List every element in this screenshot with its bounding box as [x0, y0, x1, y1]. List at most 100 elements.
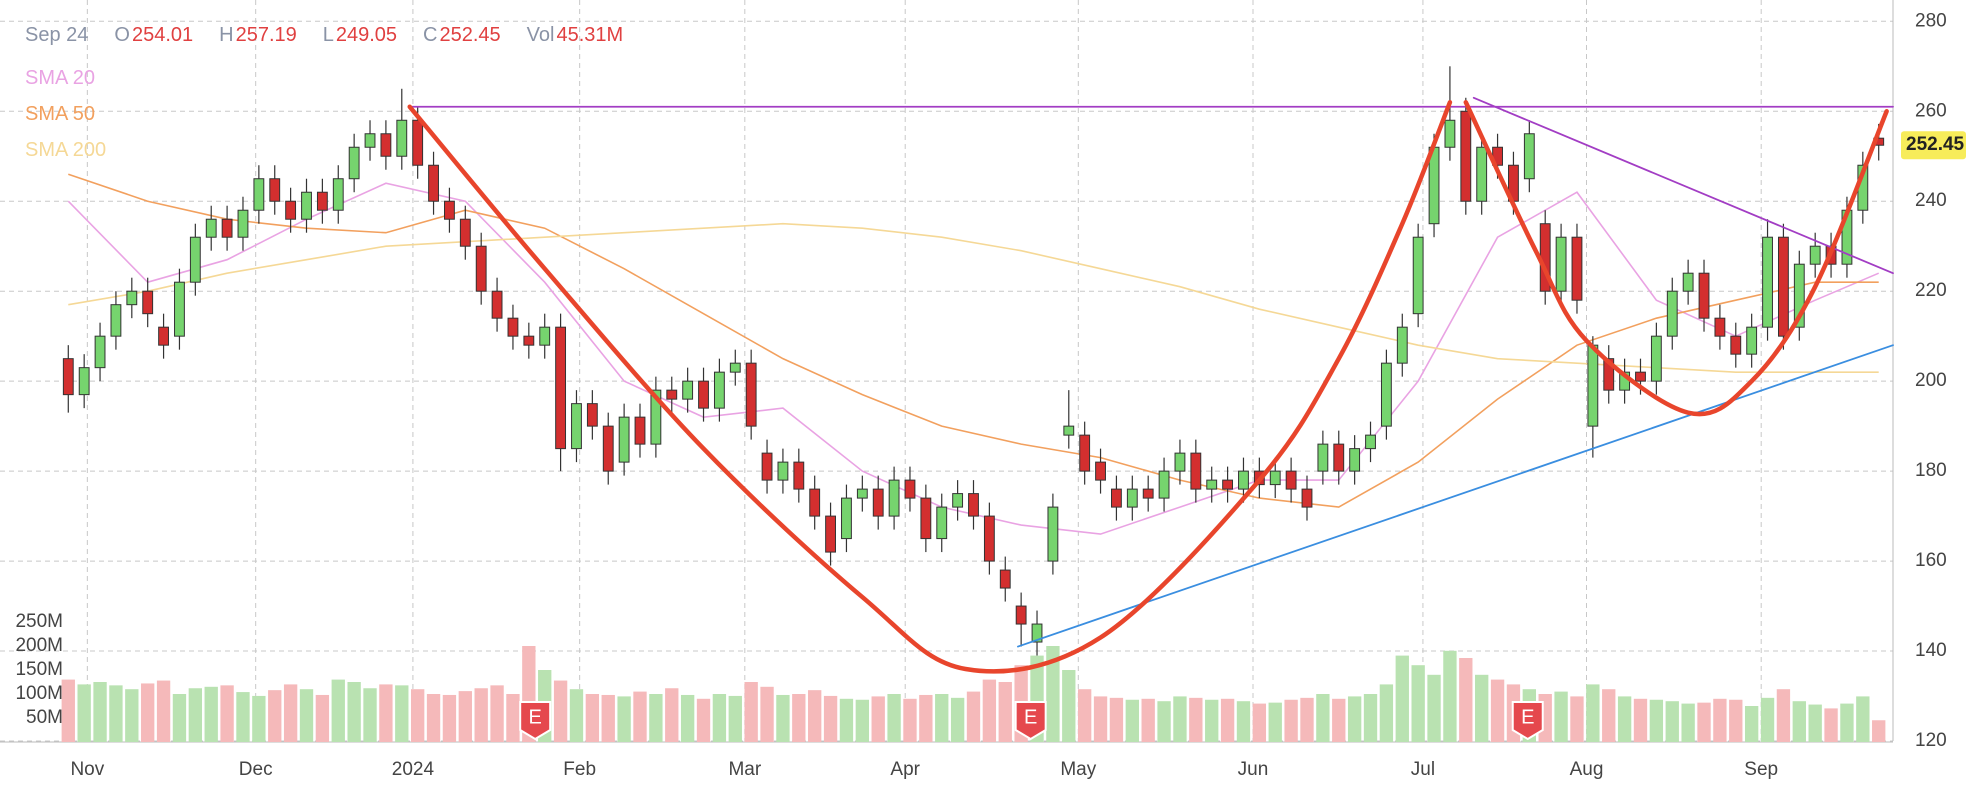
- candle-body: [237, 209, 249, 238]
- candle-body: [1698, 272, 1710, 319]
- ohlc-header: Sep 24 O 254.01 H 257.19 L 249.05 C 252.45 Vol 45…: [25, 24, 623, 47]
- volume-bar: [315, 694, 330, 742]
- trend-drawing: [1472, 96, 1894, 275]
- volume-bar: [426, 694, 441, 742]
- y-tick-label: 260: [1915, 100, 1947, 121]
- candle-body: [62, 358, 74, 396]
- volume-bar: [982, 679, 997, 742]
- y-tick-label: 220: [1915, 280, 1947, 301]
- volume-bar: [935, 694, 949, 742]
- candle-body: [1365, 434, 1376, 450]
- sma-line: [68, 173, 1879, 508]
- legend-entry: SMA 200: [25, 139, 107, 161]
- volume-tick-label: 250M: [15, 611, 63, 632]
- candle-body: [555, 326, 567, 450]
- candle-body: [666, 389, 678, 400]
- candle-body: [1285, 470, 1297, 490]
- volume-bar: [363, 688, 377, 742]
- volume-bar: [1776, 689, 1791, 742]
- volume-bar: [252, 695, 266, 742]
- candle-body: [158, 326, 169, 346]
- volume-bar: [1157, 701, 1171, 742]
- volume-bar: [156, 680, 171, 742]
- candle-body: [301, 191, 312, 220]
- volume-bar: [776, 694, 790, 742]
- candle-body: [1746, 326, 1758, 355]
- candle-body: [682, 380, 694, 400]
- candle-body: [1333, 443, 1345, 472]
- candle-body: [1460, 110, 1472, 202]
- volume-bar: [490, 685, 504, 742]
- volume-bar: [1681, 703, 1695, 742]
- candle-body: [539, 326, 551, 346]
- volume-bar: [887, 694, 901, 742]
- volume-bar: [1824, 708, 1838, 742]
- volume-bar: [1316, 694, 1330, 742]
- candle-body: [1777, 236, 1789, 337]
- candle-body: [1650, 335, 1662, 382]
- volume-bar: [966, 691, 981, 742]
- volume-bar: [1141, 698, 1155, 742]
- candle-body: [1222, 479, 1234, 490]
- last-price-tag: [1901, 131, 1966, 160]
- volume-bar: [617, 696, 631, 742]
- volume-bar: [1697, 702, 1711, 742]
- volume-bar: [1792, 701, 1806, 742]
- volume-bar: [506, 694, 520, 742]
- candle-body: [983, 515, 995, 562]
- candle-body: [428, 164, 439, 202]
- volume-bar: [649, 694, 663, 742]
- y-tick-label: 180: [1915, 460, 1947, 481]
- volume-bar: [1602, 689, 1616, 742]
- volume-bar: [474, 688, 488, 742]
- volume-bar: [1332, 698, 1346, 742]
- candle-body: [999, 569, 1011, 589]
- candle-body: [745, 362, 757, 427]
- candle-body: [1444, 119, 1456, 148]
- volume-bar: [1189, 697, 1203, 742]
- candle-body: [174, 281, 185, 337]
- candle-body: [1793, 263, 1805, 328]
- trend-drawing: [407, 100, 1453, 674]
- volume-bar: [442, 694, 457, 742]
- candle-body: [1031, 623, 1043, 643]
- candle-body: [1396, 326, 1408, 364]
- x-tick-label: Dec: [239, 759, 273, 780]
- candle-body: [189, 236, 201, 283]
- volume-bar: [1475, 674, 1489, 742]
- candle-body: [380, 133, 392, 157]
- volume-bar: [188, 688, 203, 742]
- candle-body: [952, 493, 964, 508]
- volume-bar: [1046, 646, 1060, 742]
- y-tick-label: 280: [1915, 10, 1947, 31]
- volume-bar: [1729, 699, 1743, 742]
- volume-bar: [379, 684, 393, 742]
- legend-entry: SMA 50: [25, 103, 96, 125]
- volume-bar: [1490, 679, 1505, 742]
- volume-bar: [585, 694, 600, 742]
- candle-body: [1301, 488, 1313, 508]
- volume-bar: [172, 694, 187, 742]
- candle-body: [1190, 452, 1202, 490]
- y-tick-label: 140: [1915, 640, 1947, 661]
- header-value: 249.05: [335, 24, 398, 46]
- candle-body: [841, 497, 852, 540]
- candle-body: [396, 119, 408, 157]
- candle-body: [475, 245, 487, 292]
- volume-bar: [1840, 703, 1854, 742]
- candle-body: [1111, 488, 1122, 508]
- candle-body: [920, 497, 932, 540]
- volume-bar: [569, 689, 584, 742]
- candle-body: [1555, 236, 1567, 292]
- candle-body: [126, 290, 138, 306]
- candle-body: [936, 506, 948, 540]
- x-tick-label: 2024: [392, 759, 435, 780]
- header-label: O: [114, 24, 130, 46]
- x-tick-label: Feb: [563, 759, 596, 780]
- x-tick-label: Jul: [1411, 759, 1435, 780]
- volume-bar: [1617, 696, 1632, 742]
- volume-bar: [1347, 696, 1362, 742]
- volume-bar: [1379, 684, 1394, 742]
